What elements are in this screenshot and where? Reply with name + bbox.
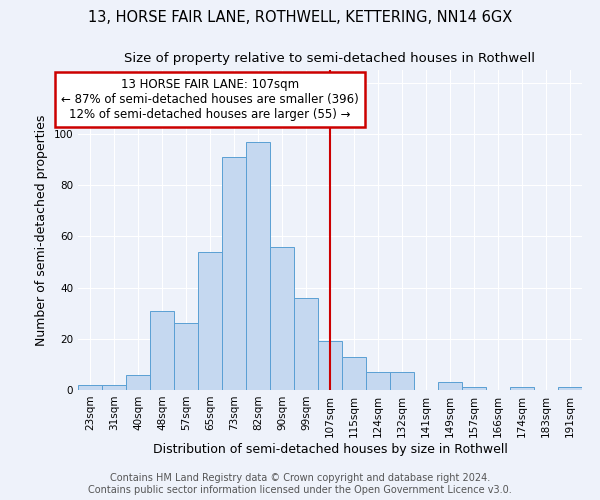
Y-axis label: Number of semi-detached properties: Number of semi-detached properties	[35, 114, 48, 346]
Bar	[102, 385, 126, 390]
Bar	[246, 142, 270, 390]
Bar	[174, 324, 198, 390]
Bar	[78, 385, 102, 390]
Bar	[558, 388, 582, 390]
Text: 13 HORSE FAIR LANE: 107sqm
← 87% of semi-detached houses are smaller (396)
12% o: 13 HORSE FAIR LANE: 107sqm ← 87% of semi…	[61, 78, 359, 120]
X-axis label: Distribution of semi-detached houses by size in Rothwell: Distribution of semi-detached houses by …	[152, 442, 508, 456]
Bar	[366, 372, 390, 390]
Bar	[390, 372, 414, 390]
Bar	[462, 388, 486, 390]
Bar	[318, 342, 342, 390]
Bar	[222, 157, 246, 390]
Bar	[270, 246, 294, 390]
Text: 13, HORSE FAIR LANE, ROTHWELL, KETTERING, NN14 6GX: 13, HORSE FAIR LANE, ROTHWELL, KETTERING…	[88, 10, 512, 25]
Bar	[342, 356, 366, 390]
Bar	[150, 310, 174, 390]
Bar	[438, 382, 462, 390]
Text: Contains HM Land Registry data © Crown copyright and database right 2024.
Contai: Contains HM Land Registry data © Crown c…	[88, 474, 512, 495]
Bar	[510, 388, 534, 390]
Bar	[126, 374, 150, 390]
Bar	[294, 298, 318, 390]
Title: Size of property relative to semi-detached houses in Rothwell: Size of property relative to semi-detach…	[125, 52, 536, 64]
Bar	[198, 252, 222, 390]
